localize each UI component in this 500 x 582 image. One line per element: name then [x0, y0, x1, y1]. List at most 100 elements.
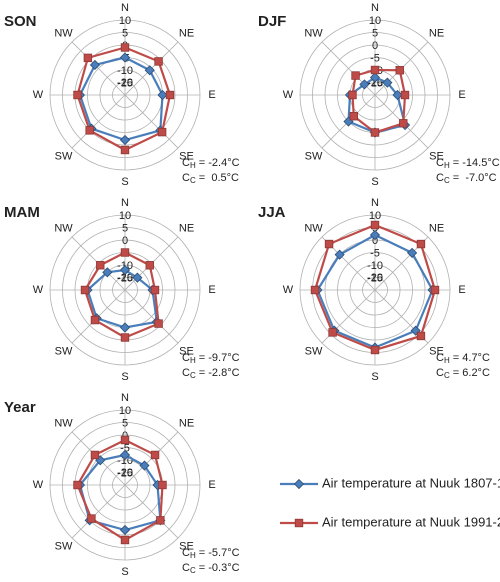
marker — [369, 229, 381, 241]
r-tick-label: -10 — [367, 260, 383, 272]
marker — [139, 460, 150, 471]
direction-label: SW — [305, 345, 323, 357]
r-tick-label: 10 — [119, 405, 131, 417]
direction-label: N — [371, 2, 379, 14]
direction-label: S — [371, 176, 378, 188]
annotation-subscript: H — [444, 356, 450, 365]
direction-label: NW — [54, 417, 73, 429]
panel-title: Year — [4, 399, 36, 416]
direction-label: SW — [55, 345, 73, 357]
marker — [370, 345, 380, 355]
direction-label: W — [33, 284, 44, 296]
spoke — [124, 484, 179, 539]
r-tick-label: 10 — [119, 210, 131, 222]
r-tick-label: 5 — [122, 27, 128, 39]
annotation-subscript: H — [190, 356, 196, 365]
r-tick-label: 5 — [372, 27, 378, 39]
direction-label: SE — [179, 345, 194, 357]
annotation-text: = 4.7°C — [450, 352, 490, 364]
spoke — [124, 289, 179, 344]
marker — [407, 247, 418, 258]
r-tick-label: -20 — [117, 467, 133, 479]
r-tick-label: -15 — [117, 467, 133, 479]
direction-label: NW — [304, 222, 323, 234]
marker — [119, 134, 131, 146]
marker — [119, 449, 131, 461]
legend-label: Air temperature at Nuuk 1991-2020 — [322, 514, 500, 529]
annotation-text: = -14.5°C — [450, 157, 500, 169]
marker — [351, 71, 360, 80]
direction-label: NE — [179, 222, 194, 234]
annotation: CH = -5.7°C — [182, 547, 240, 560]
direction-label: S — [121, 566, 128, 578]
r-tick-label: -5 — [370, 247, 380, 259]
direction-label: W — [283, 284, 294, 296]
r-tick-label: 10 — [369, 15, 381, 27]
annotation-symbol: C — [182, 157, 190, 169]
direction-label: S — [121, 371, 128, 383]
marker — [348, 90, 357, 100]
direction-label: SW — [55, 150, 73, 162]
direction-label: N — [121, 392, 129, 404]
spoke — [124, 94, 179, 149]
direction-label: N — [371, 197, 379, 209]
legend-label: Air temperature at Nuuk 1807-13 — [322, 475, 500, 490]
direction-label: SE — [179, 150, 194, 162]
annotation-symbol: C — [182, 547, 190, 559]
marker — [382, 77, 393, 88]
direction-label: W — [33, 89, 44, 101]
marker — [119, 524, 131, 536]
annotation-text: = 6.2°C — [450, 367, 490, 379]
spoke — [71, 484, 126, 539]
marker — [359, 79, 370, 90]
annotation-subscript: H — [444, 161, 450, 170]
marker — [90, 315, 100, 325]
marker — [119, 264, 131, 276]
direction-label: E — [208, 89, 215, 101]
annotation: CH = 4.7°C — [436, 352, 490, 365]
marker — [80, 285, 90, 295]
annotation: CC = 6.2°C — [436, 367, 490, 380]
annotation-text: = -2.4°C — [196, 157, 240, 169]
marker — [165, 90, 175, 100]
marker — [369, 72, 381, 83]
annotation-symbol: C — [182, 367, 190, 379]
marker — [158, 480, 167, 490]
marker — [119, 52, 131, 63]
r-tick-label: 0 — [372, 40, 378, 52]
r-tick-label: -15 — [367, 272, 383, 284]
marker — [132, 272, 143, 283]
panel-title: DJF — [258, 13, 286, 30]
panel-title: SON — [4, 13, 37, 30]
annotation-symbol: C — [182, 172, 190, 184]
direction-label: NE — [179, 27, 194, 39]
r-tick-label: -15 — [117, 77, 133, 89]
marker — [395, 66, 404, 75]
annotation: CC = 0.5°C — [182, 172, 239, 185]
marker — [324, 239, 334, 249]
annotation-symbol: C — [436, 352, 444, 364]
direction-label: S — [121, 176, 128, 188]
marker — [85, 126, 94, 135]
panel-title: MAM — [4, 204, 40, 221]
annotation-subscript: C — [190, 566, 196, 575]
marker — [120, 248, 130, 257]
annotation: CC = -7.0°C — [436, 172, 497, 185]
marker — [120, 535, 130, 545]
marker — [145, 261, 154, 270]
direction-label: SE — [429, 150, 444, 162]
marker — [144, 65, 155, 76]
r-tick-label: -5 — [370, 52, 380, 64]
annotation-subscript: C — [444, 371, 450, 380]
marker — [294, 518, 304, 528]
direction-label: E — [208, 479, 215, 491]
marker — [400, 90, 410, 100]
spoke — [71, 41, 126, 96]
marker — [154, 57, 163, 66]
annotation-text: = -9.7°C — [196, 352, 240, 364]
marker — [96, 261, 105, 270]
